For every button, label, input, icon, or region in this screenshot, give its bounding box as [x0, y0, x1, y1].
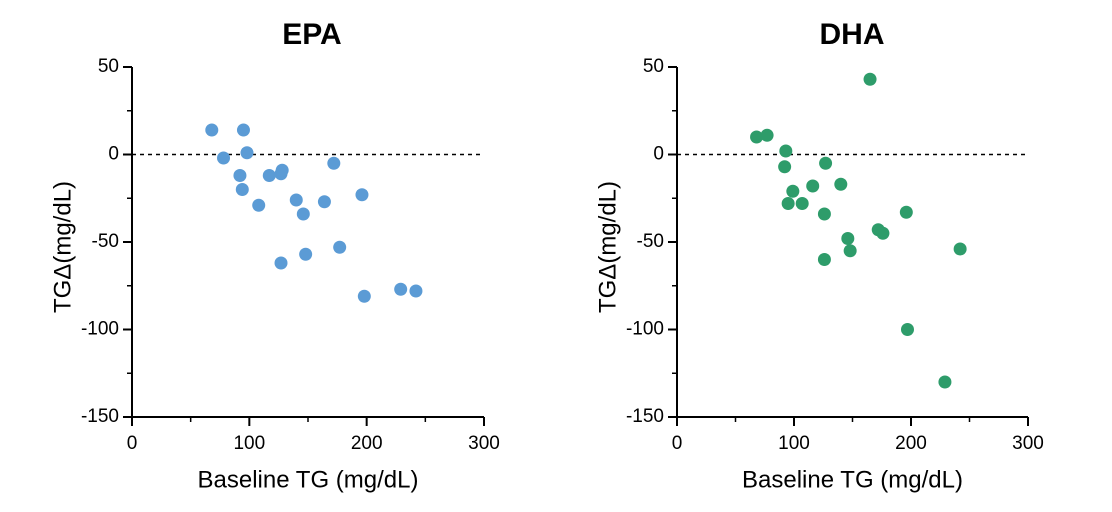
dha-y-tick-label: -150	[626, 406, 664, 427]
dha-y-tick-label: -50	[637, 231, 664, 252]
epa-data-point	[289, 193, 303, 207]
epa-data-point	[262, 169, 276, 182]
dha-data-point	[841, 232, 855, 245]
epa-y-tick-label: -150	[81, 406, 119, 427]
dha-data-point	[779, 144, 793, 158]
dha-data-point	[817, 253, 831, 266]
epa-y-axis-label: TGΔ(mg/dL)	[49, 181, 76, 313]
dha-y-tick-label: -100	[626, 319, 664, 340]
dha-title: DHA	[820, 18, 885, 51]
dha-panel: DHA 50 0 -50 -100 -150 0 100 200 300 Baseline TG (…	[594, 18, 1044, 493]
dha-data-point	[938, 375, 952, 389]
epa-data-point	[236, 123, 250, 137]
epa-y-tick-label: -100	[81, 319, 119, 340]
epa-data-point	[355, 188, 369, 202]
epa-data-point	[317, 195, 331, 209]
dha-data-point	[899, 205, 913, 219]
dha-data-point	[750, 130, 764, 144]
dha-data-point	[863, 72, 877, 86]
dha-data-point	[786, 184, 800, 198]
dha-data-point	[795, 197, 809, 210]
epa-data-point	[333, 240, 347, 254]
dha-x-tick-label: 100	[778, 433, 810, 454]
dha-data-point	[953, 242, 967, 256]
epa-data-point	[357, 289, 371, 303]
epa-data-point	[409, 284, 423, 298]
dha-data-point	[900, 323, 914, 336]
epa-data-point	[327, 156, 341, 170]
dha-data-point	[843, 244, 857, 258]
epa-data-point	[299, 247, 313, 261]
dha-x-tick-label: 300	[1012, 433, 1044, 454]
epa-x-tick-label: 0	[127, 433, 138, 454]
epa-y-tick-label: -50	[92, 231, 119, 252]
epa-data-point	[235, 183, 249, 196]
epa-x-tick-label: 300	[468, 433, 500, 454]
epa-data-point	[217, 151, 231, 165]
dha-data-point	[778, 160, 792, 174]
epa-x-axis-label: Baseline TG (mg/dL)	[198, 466, 419, 493]
epa-title: EPA	[282, 18, 341, 51]
epa-data-point	[240, 146, 254, 160]
dha-data-point	[834, 177, 848, 191]
dha-data-point	[781, 197, 795, 210]
dha-y-tick-label: 0	[653, 144, 664, 165]
epa-data-point	[394, 282, 408, 296]
epa-x-tick-label: 100	[233, 433, 265, 454]
epa-data-point	[233, 169, 247, 182]
epa-panel: EPA 50 0 -50 -100 -150 0 100 200 300 Baseline TG (…	[49, 18, 500, 493]
dha-data-point	[806, 179, 820, 193]
dha-y-axis-label: TGΔ(mg/dL)	[594, 181, 621, 313]
dha-y-tick-label: 50	[643, 56, 664, 77]
dha-data-point	[817, 207, 831, 221]
epa-x-tick-label: 200	[351, 433, 383, 454]
dha-data-point	[760, 128, 774, 142]
dha-data-point	[819, 156, 833, 170]
dha-x-axis-label: Baseline TG (mg/dL)	[742, 466, 963, 493]
dha-data-point	[876, 226, 890, 240]
epa-y-tick-label: 0	[108, 144, 119, 165]
epa-data-point	[274, 256, 288, 270]
epa-data-point	[252, 198, 266, 212]
epa-data-point	[296, 207, 310, 221]
dha-x-tick-label: 200	[895, 433, 927, 454]
dha-x-tick-label: 0	[672, 433, 683, 454]
epa-data-point	[205, 123, 219, 137]
epa-y-tick-label: 50	[98, 56, 119, 77]
epa-data-point	[275, 163, 289, 177]
